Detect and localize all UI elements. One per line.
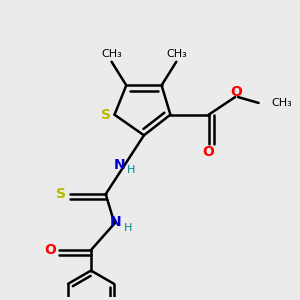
Text: O: O bbox=[203, 146, 214, 159]
Text: N: N bbox=[110, 215, 122, 229]
Text: O: O bbox=[44, 243, 56, 257]
Text: S: S bbox=[56, 187, 66, 201]
Text: S: S bbox=[101, 108, 111, 122]
Text: CH₃: CH₃ bbox=[272, 98, 292, 108]
Text: H: H bbox=[127, 165, 136, 175]
Text: CH₃: CH₃ bbox=[101, 49, 122, 58]
Text: H: H bbox=[124, 223, 132, 233]
Text: CH₃: CH₃ bbox=[166, 49, 187, 58]
Text: N: N bbox=[114, 158, 125, 172]
Text: O: O bbox=[231, 85, 242, 99]
